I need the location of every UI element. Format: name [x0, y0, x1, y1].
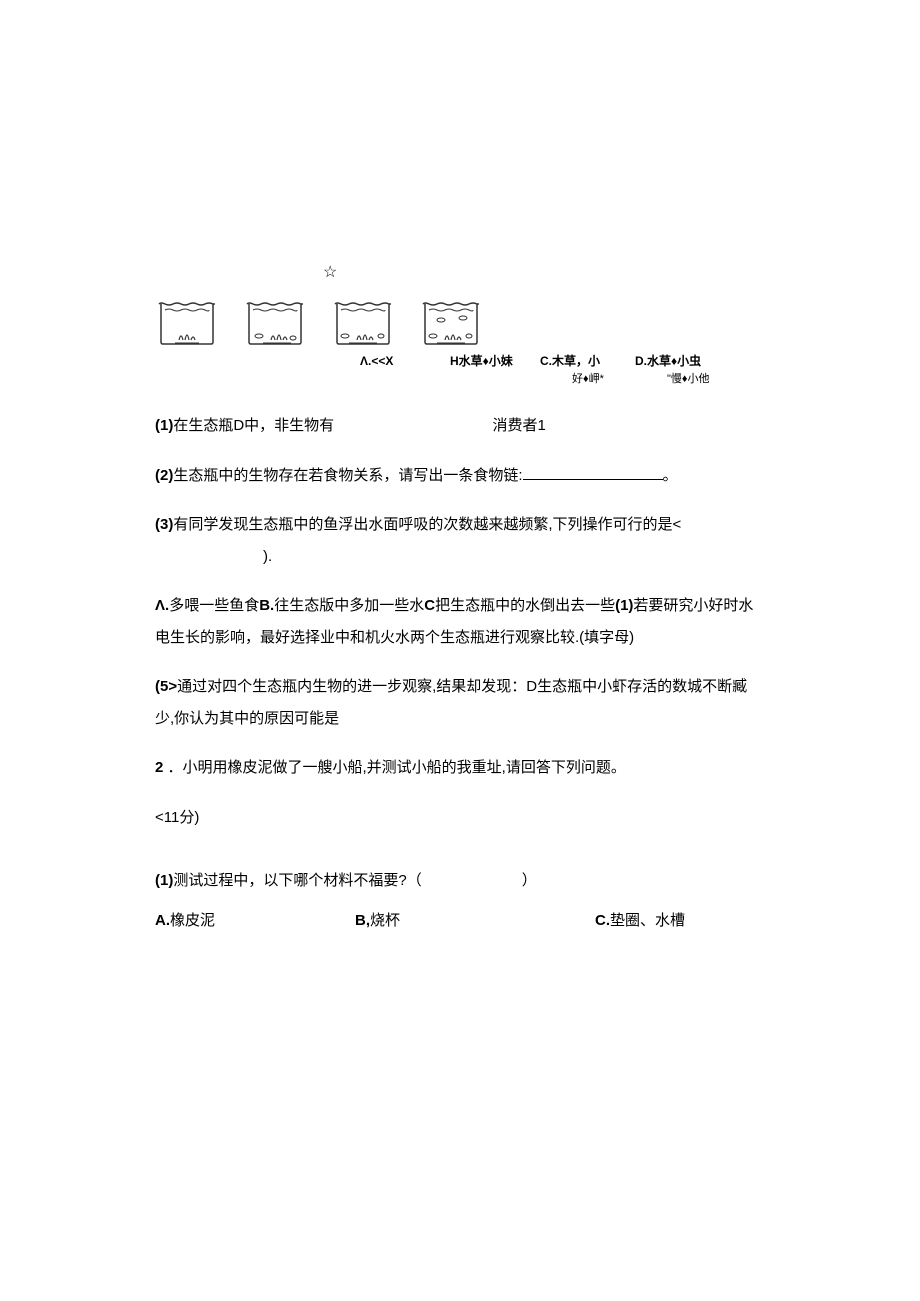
question-2-1: (1)测试过程中，以下哪个材料不福要?（ ） A.橡皮泥 B,烧杯 C.垫圈、水槽	[155, 865, 765, 936]
q2-number: 2	[155, 759, 163, 776]
q2-opt-b: B,烧杯	[355, 905, 595, 937]
q1-1-prefix: (1)	[155, 417, 173, 434]
q1-3-prefix: (3)	[155, 516, 173, 533]
q1-4-opta: 多喂一些鱼食	[169, 597, 259, 614]
q1-4-optb-prefix: B.	[259, 597, 274, 614]
q1-5-text: 通过对四个生态瓶内生物的进一步观察,结果却发现：D生态瓶中小虾存活的数城不断臧少…	[155, 678, 747, 727]
question-2-points: <11分)	[155, 802, 765, 834]
question-1-4: Λ.多喂一些鱼食B.往生态版中多加一些水C把生态瓶中的水倒出去一些(1)若要研究…	[155, 590, 765, 653]
q1-2-prefix: (2)	[155, 467, 173, 484]
q1-2-blank	[523, 462, 663, 480]
question-1-1: (1)在生态瓶D中，非生物有 消费者1	[155, 410, 765, 442]
question-1-3: (3)有同学发现生态瓶中的鱼浮出水面呼吸的次数越来越频繁,下列操作可行的是< )…	[155, 509, 765, 572]
q1-4-optb: 往生态版中多加一些水	[274, 597, 424, 614]
q2-opt-c: C.垫圈、水槽	[595, 905, 765, 937]
q1-4-optc-prefix: C	[424, 597, 435, 614]
q2-opt-a: A.橡皮泥	[155, 905, 355, 937]
q1-3-text: 有同学发现生态瓶中的鱼浮出水面呼吸的次数越来越频繁,下列操作可行的是<	[173, 516, 681, 533]
q1-1-text-b: 消费者1	[493, 417, 546, 434]
q2-1-text: 测试过程中，以下哪个材料不福要?（	[173, 872, 421, 889]
jar-label-a: Λ.<<X	[360, 352, 450, 389]
question-1-5: (5>通过对四个生态瓶内生物的进一步观察,结果却发现：D生态瓶中小虾存活的数城不…	[155, 671, 765, 734]
jar-d-image	[419, 296, 483, 346]
jar-illustrations	[155, 296, 765, 346]
q1-2-end: 。	[663, 467, 678, 484]
q2-title-text: ．小明用橡皮泥做了一艘小船,并测试小船的我重址,请回答下列问题。	[168, 759, 626, 776]
jar-a-image	[155, 296, 219, 346]
jar-b-image	[243, 296, 307, 346]
q1-1-text-a: 在生态瓶D中，非生物有	[173, 417, 334, 434]
q2-1-options: A.橡皮泥 B,烧杯 C.垫圈、水槽	[155, 905, 765, 937]
q2-points-text: <11分)	[155, 809, 199, 826]
question-2-title: 2 ．小明用橡皮泥做了一艘小船,并测试小船的我重址,请回答下列问题。	[155, 752, 765, 784]
q1-3-paren: ).	[155, 541, 765, 573]
q2-1-prefix: (1)	[155, 872, 173, 889]
star-symbol: ☆	[323, 264, 337, 281]
jar-label-c: C.木草，小 好♦岬*	[540, 352, 635, 389]
q2-1-paren: ）	[522, 872, 537, 889]
jar-label-b: H水草♦小妹	[450, 352, 540, 389]
star-marker: ☆	[155, 260, 765, 286]
question-1-2: (2)生态瓶中的生物存在若食物关系，请写出一条食物链: 。	[155, 460, 765, 492]
q1-4-sub-prefix: (1)	[615, 597, 633, 614]
q1-4-opta-prefix: Λ.	[155, 597, 169, 614]
jar-label-d: D.水草♦小虫 "慢♦小他	[635, 352, 725, 389]
q1-2-text: 生态瓶中的生物存在若食物关系，请写出一条食物链:	[173, 467, 522, 484]
jar-c-image	[331, 296, 395, 346]
q1-5-prefix: (5>	[155, 678, 177, 695]
q1-4-optc: 把生态瓶中的水倒出去一些	[435, 597, 615, 614]
jar-labels-row: Λ.<<X H水草♦小妹 C.木草，小 好♦岬* D.水草♦小虫 "慢♦小他	[155, 352, 765, 389]
